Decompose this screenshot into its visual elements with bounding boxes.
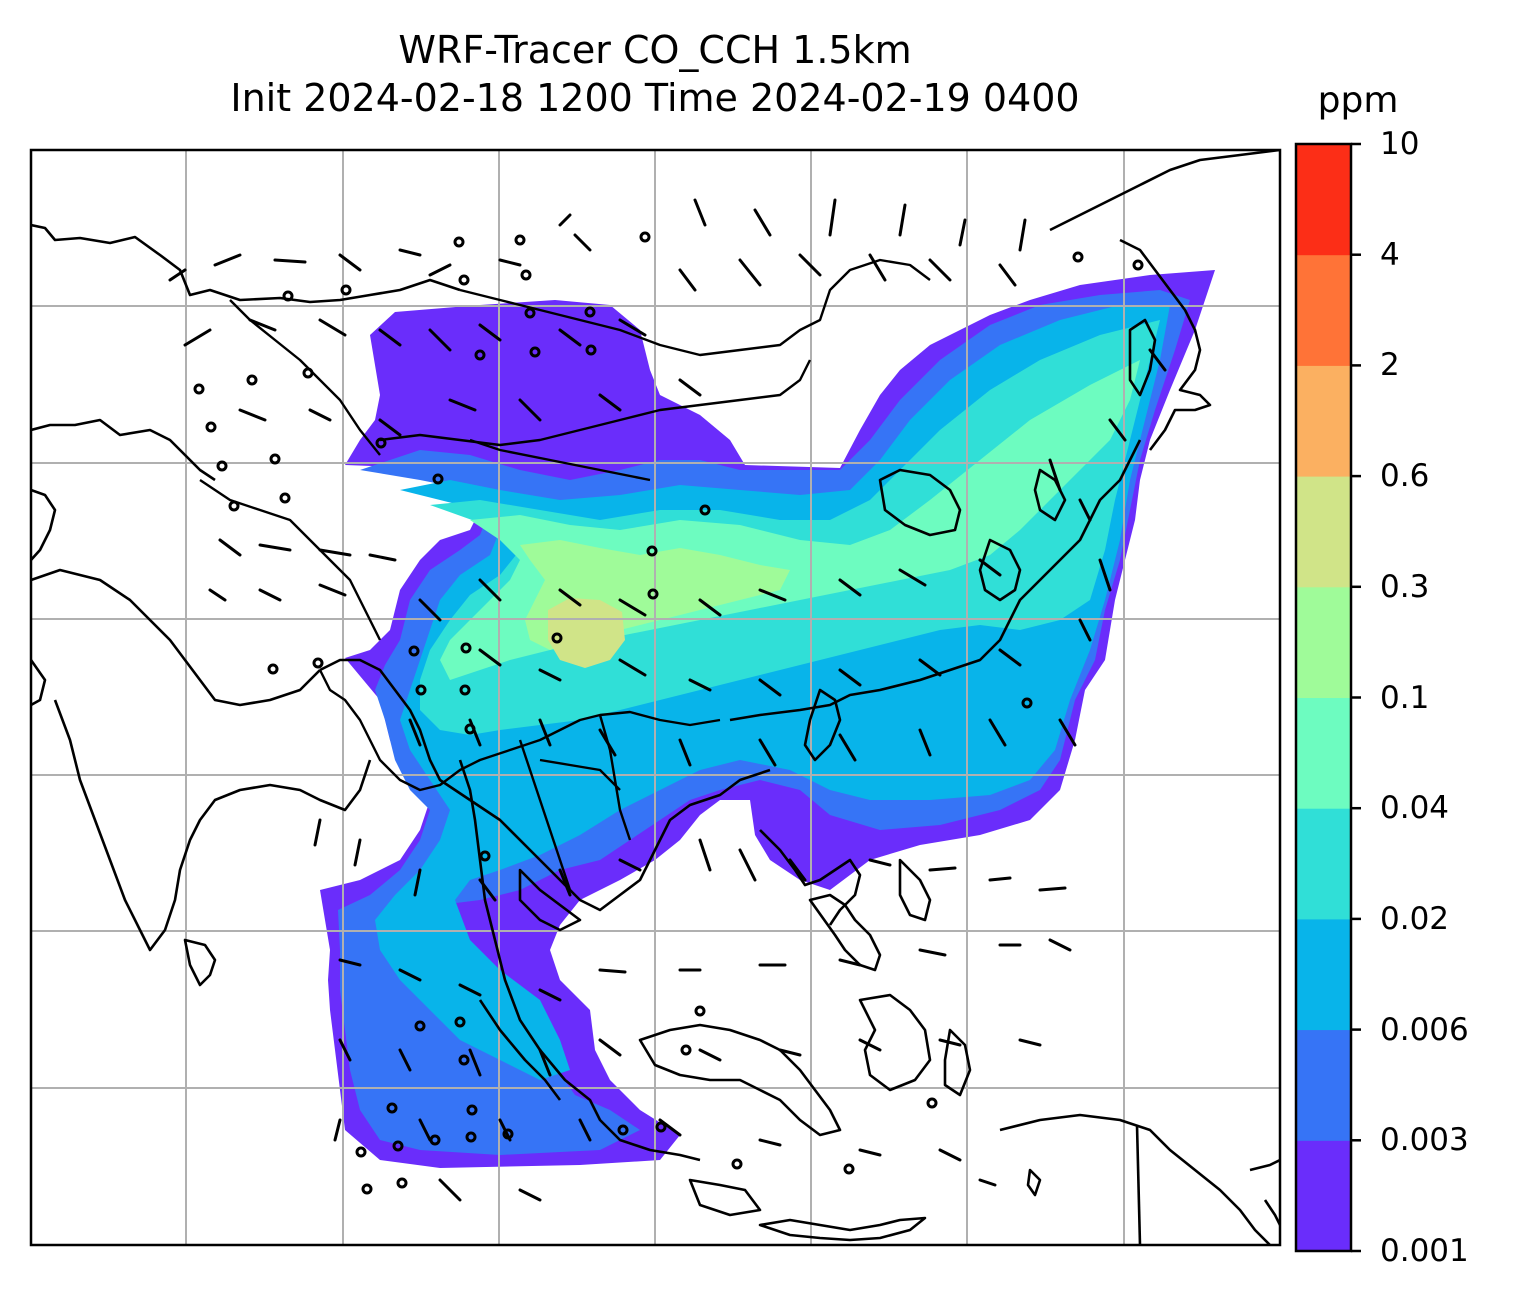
colorbar-swatch	[1296, 476, 1351, 588]
colorbar-swatch	[1296, 808, 1351, 920]
calm-circles	[193, 231, 1144, 1195]
colorbar-swatch	[1296, 586, 1351, 698]
wind-barbs	[168, 198, 1167, 1202]
title-line-1: WRF-Tracer CO_CCH 1.5km	[398, 28, 912, 72]
colorbar-tick-label: 0.6	[1380, 458, 1430, 495]
colorbar-swatch	[1296, 144, 1351, 256]
colorbar-tick-label: 0.04	[1380, 790, 1450, 827]
colorbar-tick-label: 0.3	[1380, 568, 1430, 605]
title-line-2: Init 2024-02-18 1200 Time 2024-02-19 040…	[230, 76, 1080, 120]
colorbar-swatch	[1296, 1140, 1351, 1252]
colorbar-swatch	[1296, 697, 1351, 809]
colorbar-tick-label: 2	[1380, 347, 1400, 384]
graticule	[31, 150, 1280, 1245]
map-title: WRF-Tracer CO_CCH 1.5km Init 2024-02-18 …	[30, 26, 1280, 122]
colorbar-tick-label: 10	[1380, 126, 1420, 162]
colorbar	[1294, 142, 1361, 1253]
coastlines	[31, 150, 1280, 1245]
colorbar-tick-label: 0.001	[1380, 1233, 1469, 1269]
field-band-0.3	[548, 598, 625, 668]
colorbar-unit-label: ppm	[1317, 80, 1399, 121]
map-frame	[29, 148, 1282, 1247]
colorbar-swatch	[1296, 365, 1351, 477]
colorbar-swatch	[1296, 918, 1351, 1031]
colorbar-swatch	[1296, 1029, 1351, 1141]
tracer-field	[320, 270, 1215, 1168]
colorbar-tick-label: 0.006	[1380, 1011, 1469, 1048]
colorbar-tick-label: 0.02	[1380, 900, 1450, 937]
colorbar-tick-label: 0.1	[1380, 679, 1430, 716]
colorbar-tick-label: 0.003	[1380, 1122, 1469, 1159]
colorbar-tick-label: 4	[1380, 236, 1400, 273]
colorbar-swatch	[1296, 254, 1351, 366]
